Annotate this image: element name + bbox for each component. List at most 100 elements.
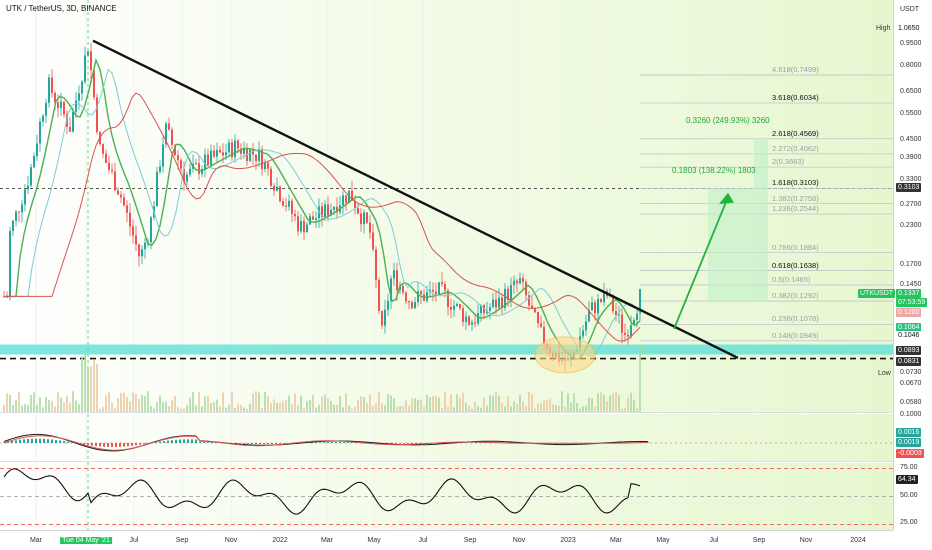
macd-histogram-bar — [131, 443, 133, 446]
volume-bar — [207, 396, 209, 412]
candle-body — [150, 217, 152, 243]
volume-bar — [51, 401, 53, 412]
volume-bar — [183, 408, 185, 412]
candle-body — [45, 102, 47, 116]
candle-body — [519, 278, 521, 284]
volume-bar — [465, 402, 467, 412]
volume-bar — [126, 396, 128, 412]
time-axis-label: May — [656, 537, 670, 544]
pane-separator[interactable] — [0, 461, 932, 462]
volume-bar — [501, 402, 503, 412]
candle-body — [459, 303, 461, 309]
volume-bar — [339, 395, 341, 412]
candle-body — [255, 154, 257, 161]
candle-body — [405, 292, 407, 302]
candle-body — [531, 305, 533, 309]
candle-body — [195, 163, 197, 165]
volume-bar — [405, 400, 407, 412]
candle-body — [342, 195, 344, 206]
volume-bar — [477, 406, 479, 412]
macd-histogram-bar — [63, 441, 65, 443]
volume-bar — [531, 394, 533, 412]
candle-body — [114, 171, 116, 191]
candle-body — [165, 123, 167, 145]
volume-bar — [495, 391, 497, 412]
price-axis-label: 0.9500 — [900, 39, 922, 47]
volume-bar — [93, 360, 95, 412]
volume-bar — [60, 397, 62, 412]
candle-body — [129, 212, 131, 227]
macd-histogram-bar — [183, 439, 185, 443]
volume-bar — [216, 399, 218, 412]
time-axis-label: Sep — [752, 537, 766, 544]
macd-histogram-bar — [19, 439, 21, 443]
volume-bar — [141, 394, 143, 412]
volume-bar — [111, 402, 113, 412]
volume-bar — [12, 404, 14, 412]
chart-canvas[interactable] — [0, 0, 893, 530]
candle-body — [90, 51, 92, 71]
candle-body — [633, 319, 635, 326]
volume-bar — [378, 392, 380, 412]
candle-body — [432, 289, 434, 292]
time-axis[interactable]: Mar Tue 04 May '21 Jul Sep Nov 2022 Mar May Jul S… — [0, 530, 893, 550]
volume-bar — [609, 395, 611, 412]
macd-histogram-bar — [55, 439, 57, 443]
volume-bar — [540, 403, 542, 412]
volume-bar — [165, 401, 167, 412]
volume-bar — [468, 405, 470, 412]
volume-bar — [534, 408, 536, 412]
candle-body — [540, 323, 542, 327]
volume-bar — [81, 356, 83, 412]
candle-body — [21, 204, 23, 213]
volume-bar — [168, 406, 170, 412]
volume-bar — [99, 408, 101, 412]
cup-pattern — [534, 336, 596, 374]
macd-histogram-bar — [279, 443, 281, 444]
fib-level-label: 2.272(0.4062) — [772, 143, 819, 153]
time-axis-label: Nov — [799, 537, 813, 544]
measure-label: 0.1803 (138.22%) 1803 — [672, 166, 756, 175]
candle-body — [324, 204, 326, 217]
candle-body — [189, 168, 191, 175]
macd-pane[interactable] — [0, 414, 893, 461]
candle-body — [219, 149, 221, 153]
pane-separator[interactable] — [0, 412, 932, 413]
candle-body — [456, 303, 458, 306]
macd-histogram-bar — [259, 443, 261, 445]
candle-body — [333, 206, 335, 210]
macd-histogram-bar — [407, 443, 409, 444]
macd-histogram-bar — [87, 443, 89, 446]
volume-bar — [246, 408, 248, 412]
candle-body — [258, 148, 260, 161]
volume-bar — [174, 395, 176, 412]
macd-histogram-bar — [27, 438, 29, 443]
candle-body — [504, 288, 506, 308]
volume-bar — [567, 393, 569, 412]
macd-histogram-bar — [95, 443, 97, 447]
candle-body — [585, 321, 587, 331]
trendline — [92, 39, 739, 360]
time-axis-label: Mar — [609, 537, 623, 544]
level-tag: 0.3103 — [896, 183, 922, 193]
high-tag: 1.0650 — [896, 24, 922, 33]
candle-body — [483, 305, 485, 314]
candle-body — [630, 325, 632, 337]
volume-bar — [150, 405, 152, 412]
volume-bar — [411, 398, 413, 412]
volume-bar — [279, 403, 281, 412]
candle-body — [525, 281, 527, 296]
candle-body — [474, 322, 476, 324]
candle-body — [57, 102, 59, 109]
macd-histogram-bar — [187, 439, 189, 443]
candle-body — [12, 220, 14, 231]
volume-bar — [255, 391, 257, 412]
candle-body — [141, 249, 143, 257]
candle-body — [210, 150, 212, 166]
axis-unit: USDT — [900, 6, 920, 13]
candle-body — [516, 280, 518, 284]
macd-histogram-bar — [351, 442, 353, 443]
candle-body — [480, 305, 482, 314]
volume-bar — [180, 408, 182, 412]
candle-body — [510, 285, 512, 301]
